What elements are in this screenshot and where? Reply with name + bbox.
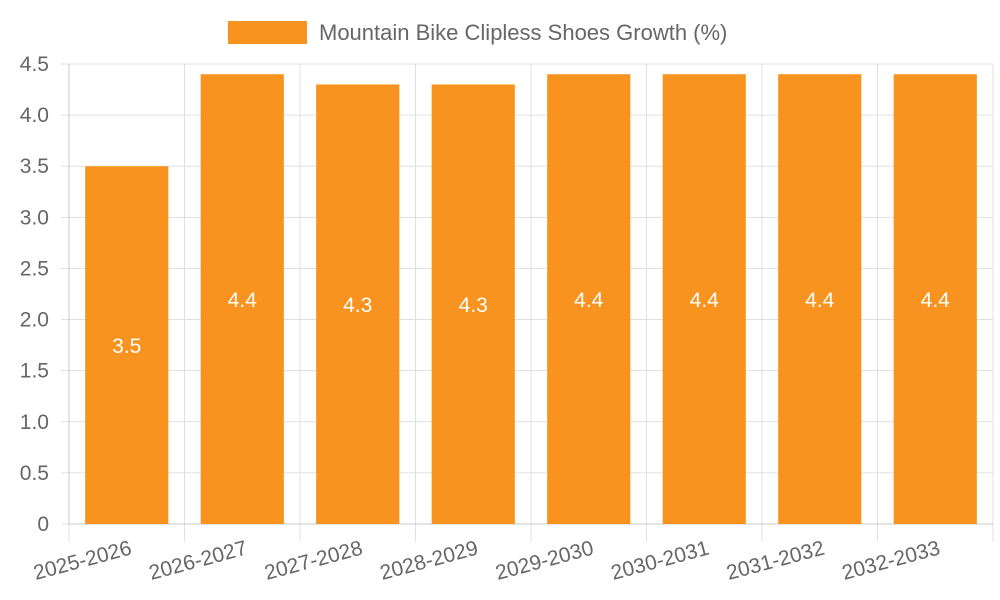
bar-value-label: 4.3 (343, 294, 372, 317)
x-tick-label: 2030-2031 (609, 537, 712, 585)
bar (547, 74, 631, 524)
data-labels: 3.5 4.4 4.3 4.3 4.4 4.4 4.4 4.4 (112, 289, 950, 358)
bar (893, 74, 977, 524)
x-tick-label: 2032-2033 (840, 537, 943, 585)
y-tick-label: 2.5 (20, 257, 49, 280)
legend-label: Mountain Bike Clipless Shoes Growth (%) (319, 20, 727, 45)
bar-value-label: 4.4 (690, 289, 720, 312)
x-tick-label: 2028-2029 (378, 537, 481, 585)
bar-value-label: 4.3 (459, 294, 488, 317)
y-tick-label: 3.5 (20, 155, 49, 178)
y-tick-label: 3.0 (20, 206, 49, 229)
x-tick-label: 2027-2028 (262, 537, 365, 585)
bar-value-label: 4.4 (574, 289, 604, 312)
bar (431, 84, 515, 524)
bar (85, 166, 169, 524)
y-tick-label: 1.0 (20, 411, 49, 434)
y-tick-label: 4.0 (20, 104, 49, 127)
y-tick-label: 2.0 (20, 309, 49, 332)
x-tick-label: 2031-2032 (724, 537, 827, 585)
x-tick-label: 2025-2026 (31, 537, 134, 585)
y-tick-label: 0 (37, 513, 49, 536)
bar (662, 74, 746, 524)
bar (200, 74, 284, 524)
bar-value-label: 3.5 (112, 335, 141, 358)
bar-value-label: 4.4 (228, 289, 258, 312)
bar (316, 84, 400, 524)
y-tick-label: 1.5 (20, 360, 49, 383)
x-tick-label: 2026-2027 (147, 537, 250, 585)
y-tick-label: 0.5 (20, 462, 49, 485)
bar-value-label: 4.4 (805, 289, 835, 312)
bars (85, 74, 977, 524)
bar-value-label: 4.4 (921, 289, 951, 312)
bar (778, 74, 862, 524)
legend: Mountain Bike Clipless Shoes Growth (%) (228, 20, 727, 45)
x-tick-label: 2029-2030 (493, 537, 596, 585)
legend-swatch (228, 21, 307, 44)
y-tick-label: 4.5 (20, 53, 49, 76)
